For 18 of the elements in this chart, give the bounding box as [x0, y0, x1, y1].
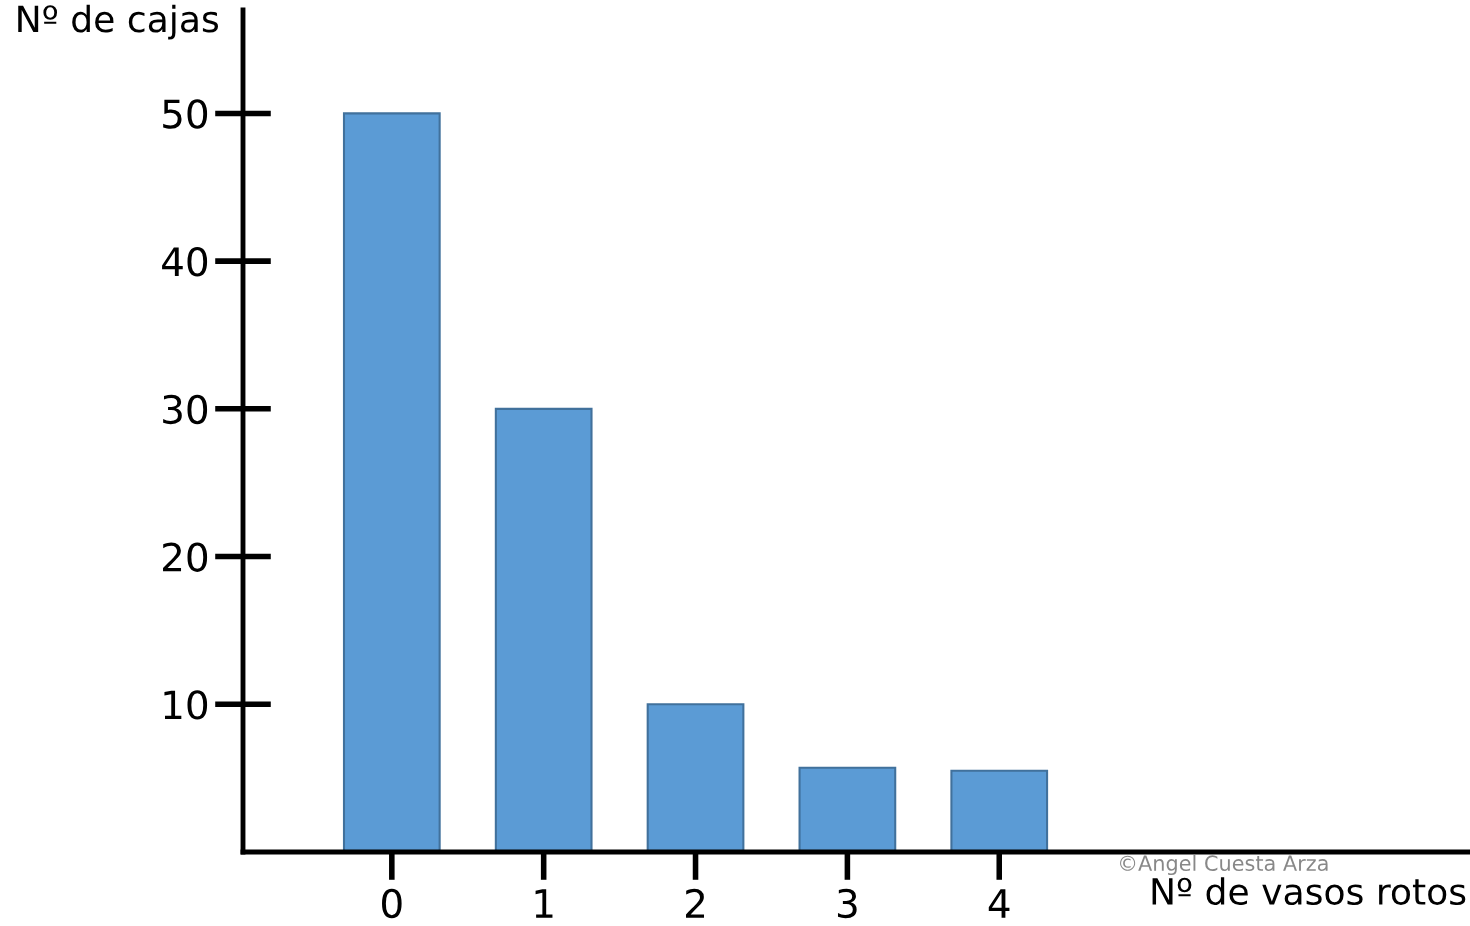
x-tick-label: 0 — [382, 888, 402, 919]
y-tick-label: 40 — [162, 247, 208, 277]
y-tick-label: 50 — [163, 99, 208, 129]
x-tick-label: 2 — [686, 888, 705, 918]
y-tick-label: 30 — [163, 394, 208, 425]
x-tick-label: 4 — [988, 889, 1010, 918]
y-axis-title: Nº de cajas — [18, 4, 219, 40]
bar — [494, 407, 593, 852]
x-tick-label: 1 — [535, 889, 553, 918]
y-tick-label: 10 — [164, 690, 208, 720]
text: ©Angel Cuesta Arza — [1120, 854, 1328, 876]
x-axis-title: Nº de vasos rotos — [1152, 877, 1466, 906]
bar — [950, 769, 1049, 852]
bar — [646, 703, 745, 852]
bar — [342, 112, 441, 852]
x-tick-label: 3 — [837, 888, 857, 919]
bar — [798, 766, 897, 852]
y-tick-label: 20 — [163, 542, 208, 572]
